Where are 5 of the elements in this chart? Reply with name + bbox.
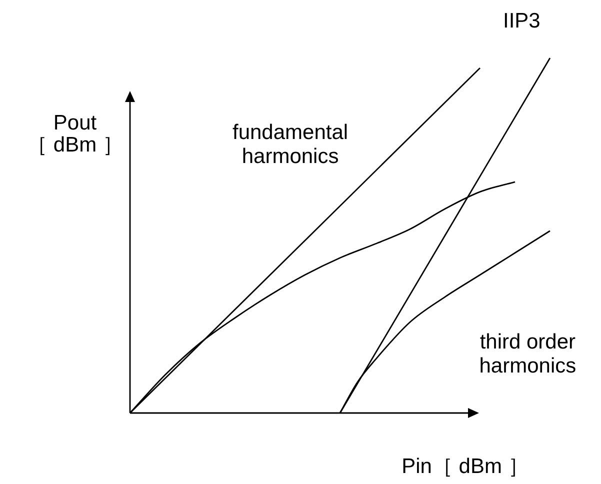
x-axis-title: Pin［ dBm ］: [402, 454, 529, 478]
text: IIP3: [502, 10, 540, 33]
annotation: third order harmonics: [479, 330, 576, 378]
y-axis-title: Pout ［ dBm ］: [26, 112, 124, 157]
annotation: fundamental harmonics: [232, 120, 348, 168]
